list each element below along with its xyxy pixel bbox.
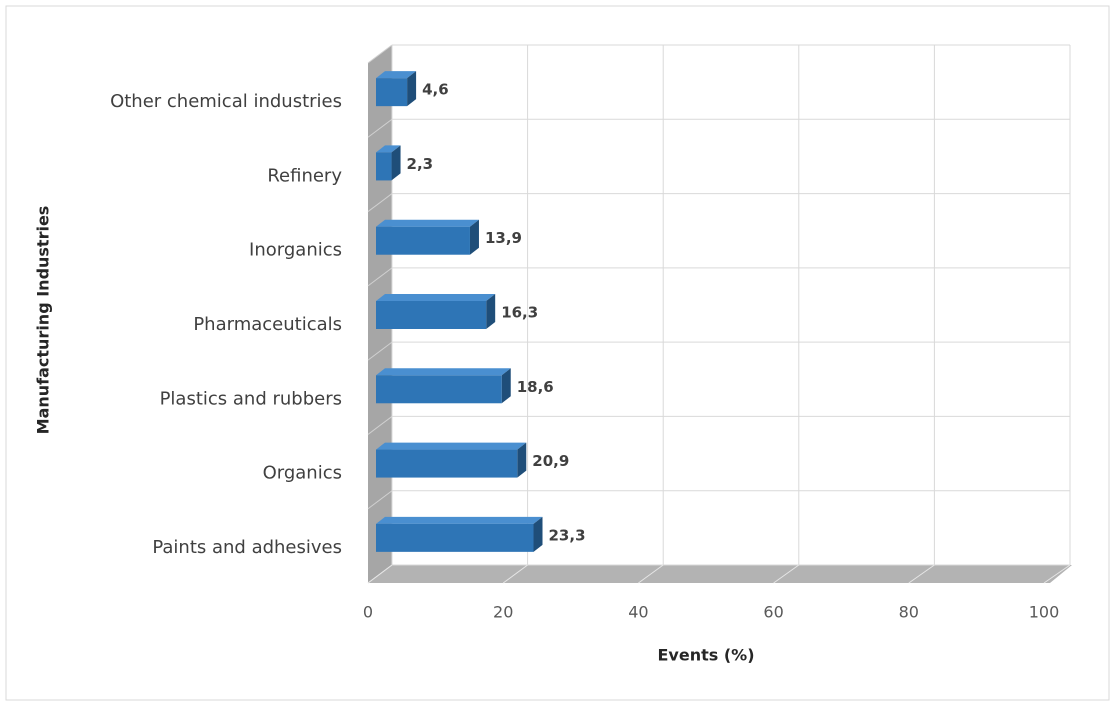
y-tick-label: Organics <box>263 463 342 484</box>
x-tick-label: 80 <box>899 603 919 622</box>
bar <box>376 78 408 107</box>
x-tick-label: 0 <box>363 603 373 622</box>
bar-top <box>376 71 417 79</box>
floor-grid-line <box>773 564 800 584</box>
side-separator <box>367 193 393 212</box>
y-tick-label: Inorganics <box>249 240 342 261</box>
bar-side <box>391 145 401 181</box>
x-tick-label: 20 <box>493 603 513 622</box>
floor-grid-line <box>908 564 935 584</box>
x-tick-label: 60 <box>763 603 783 622</box>
side-separator <box>367 44 393 64</box>
floor-grid-line <box>502 564 528 584</box>
floor-grid-line <box>367 564 393 584</box>
bar-top <box>376 219 479 227</box>
data-label: 23,3 <box>549 526 586 544</box>
data-label: 13,9 <box>485 229 522 247</box>
x-tick-label: 100 <box>1029 603 1060 622</box>
bar-side <box>517 442 527 478</box>
bar <box>376 152 392 181</box>
y-tick-label: Other chemical industries <box>110 91 342 112</box>
side-separator <box>367 267 393 287</box>
x-tick-label: 40 <box>628 603 648 622</box>
bar-top <box>376 442 527 450</box>
bar-top <box>376 516 543 524</box>
y-tick-label: Pharmaceuticals <box>193 314 342 335</box>
floor <box>368 565 1072 583</box>
data-label: 18,6 <box>517 378 554 396</box>
bar-side <box>469 219 479 255</box>
bar <box>376 301 487 329</box>
y-axis-title: Manufacturing Industries <box>34 206 53 435</box>
side-separator <box>367 118 393 138</box>
floor-grid-line <box>638 564 664 584</box>
bar <box>376 226 470 255</box>
data-label: 4,6 <box>422 81 449 99</box>
bar-side <box>501 368 511 404</box>
bar-side <box>407 71 417 107</box>
chart-border <box>5 5 1110 701</box>
y-tick-label: Plastics and rubbers <box>160 388 342 409</box>
bar <box>376 523 534 552</box>
side-separator <box>367 416 393 435</box>
y-tick-label: Refinery <box>267 165 342 186</box>
bar-side <box>533 516 543 552</box>
side-separator <box>367 341 393 361</box>
bar-side <box>486 294 496 329</box>
data-label: 2,3 <box>407 155 434 173</box>
x-axis-title: Events (%) <box>658 646 755 665</box>
bar-top <box>376 145 401 153</box>
data-label: 20,9 <box>532 452 569 470</box>
side-separator <box>367 490 393 510</box>
floor-grid-line <box>1043 564 1071 584</box>
bar <box>376 375 502 404</box>
data-label: 16,3 <box>501 304 538 322</box>
bar-top <box>376 368 511 376</box>
y-tick-label: Paints and adhesives <box>152 537 342 558</box>
bar-top <box>376 294 496 301</box>
bar <box>376 449 518 478</box>
